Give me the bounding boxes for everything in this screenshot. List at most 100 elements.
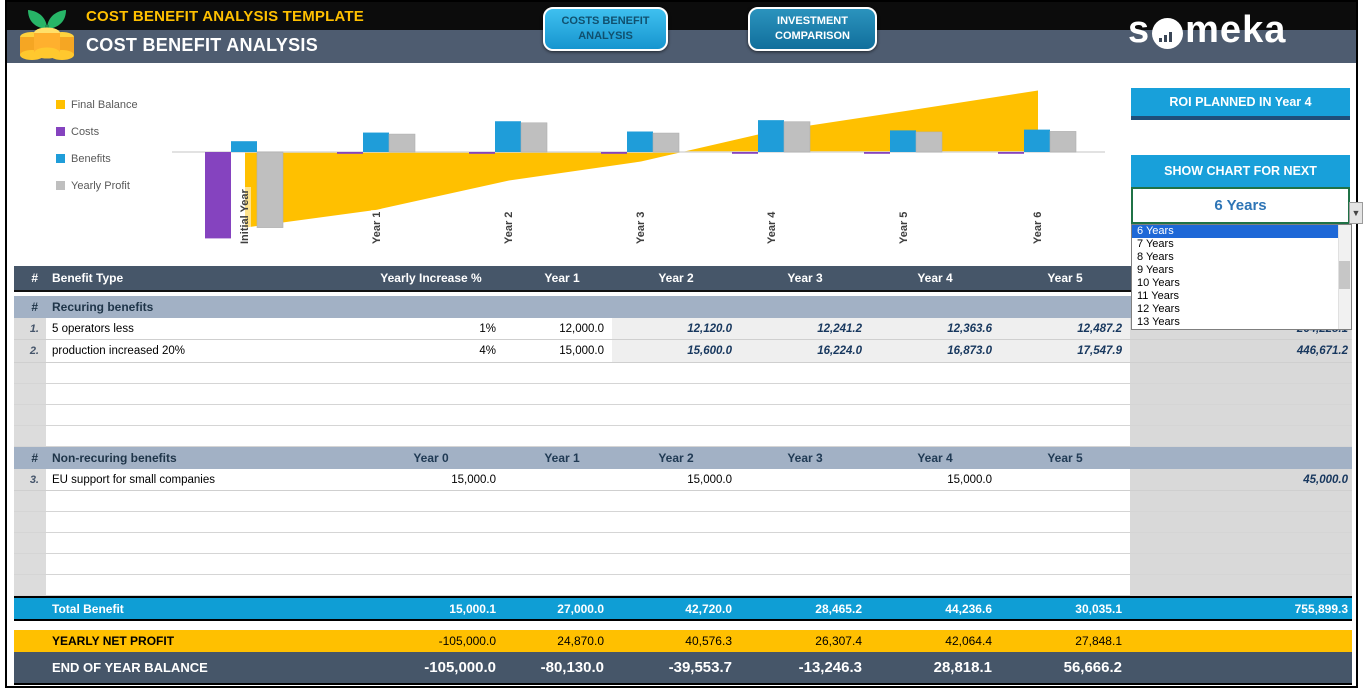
table-cell[interactable]: 5 operators less	[52, 322, 134, 335]
table-cell[interactable]	[46, 512, 350, 532]
table-cell[interactable]	[870, 491, 1000, 511]
dropdown-option[interactable]: 11 Years	[1137, 290, 1180, 302]
table-cell[interactable]	[1000, 554, 1130, 574]
period-select[interactable]: 6 Years	[1131, 187, 1350, 224]
table-cell[interactable]	[512, 469, 612, 490]
table-cell[interactable]	[350, 405, 512, 425]
table-cell[interactable]	[1000, 491, 1130, 511]
table-cell[interactable]	[46, 426, 350, 446]
table-cell[interactable]	[740, 491, 870, 511]
table-cell[interactable]	[46, 384, 350, 404]
dropdown-option[interactable]: 8 Years	[1137, 251, 1174, 263]
table-cell[interactable]	[1000, 533, 1130, 553]
table-cell[interactable]	[870, 533, 1000, 553]
table-cell[interactable]	[350, 426, 512, 446]
table-cell[interactable]	[612, 554, 740, 574]
table-cell[interactable]	[512, 575, 612, 595]
table-cell[interactable]	[512, 533, 612, 553]
table-cell[interactable]	[870, 575, 1000, 595]
table-cell[interactable]: 12,000.0	[559, 322, 604, 335]
table-cell[interactable]	[46, 363, 350, 383]
table-cell[interactable]	[350, 575, 512, 595]
table-cell[interactable]	[46, 533, 350, 553]
dropdown-option[interactable]: 6 Years	[1132, 225, 1339, 238]
table-cell[interactable]: 15,000.0	[947, 473, 992, 486]
table-cell	[14, 598, 46, 619]
table-cell[interactable]	[740, 363, 870, 383]
table-cell[interactable]	[512, 554, 612, 574]
table-cell[interactable]	[740, 554, 870, 574]
table-cell[interactable]	[870, 405, 1000, 425]
table-cell[interactable]: 4%	[479, 345, 496, 357]
table-cell[interactable]	[870, 384, 1000, 404]
table-cell[interactable]	[612, 426, 740, 446]
dropdown-option[interactable]: 12 Years	[1137, 303, 1180, 315]
table-cell[interactable]	[740, 469, 870, 490]
table-cell[interactable]: 1%	[479, 322, 496, 335]
x-axis-label: Year 6	[1032, 209, 1044, 246]
table-cell[interactable]	[46, 405, 350, 425]
table-cell[interactable]	[740, 512, 870, 532]
table-cell[interactable]	[350, 533, 512, 553]
table-cell[interactable]	[740, 405, 870, 425]
table-cell[interactable]	[1000, 405, 1130, 425]
table-cell[interactable]	[46, 491, 350, 511]
table-cell[interactable]	[870, 512, 1000, 532]
dropdown-option[interactable]: 9 Years	[1137, 264, 1174, 276]
table-cell	[870, 296, 1000, 318]
table-cell[interactable]	[740, 575, 870, 595]
table-cell[interactable]	[512, 512, 612, 532]
table-cell[interactable]	[1000, 363, 1130, 383]
table-cell[interactable]	[870, 426, 1000, 446]
table-cell[interactable]	[870, 554, 1000, 574]
table-cell[interactable]	[612, 384, 740, 404]
table-cell[interactable]	[612, 512, 740, 532]
table-cell[interactable]	[512, 491, 612, 511]
dropdown-scrollbar-thumb[interactable]	[1339, 261, 1350, 289]
table-cell[interactable]	[740, 533, 870, 553]
table-cell[interactable]	[1000, 575, 1130, 595]
table-cell[interactable]	[512, 426, 612, 446]
table-cell[interactable]	[1000, 426, 1130, 446]
table-cell: YEARLY NET PROFIT	[52, 634, 175, 648]
table-cell[interactable]	[740, 384, 870, 404]
x-axis-label: Year 4	[766, 209, 778, 246]
table-cell[interactable]	[1000, 512, 1130, 532]
table-cell[interactable]	[740, 426, 870, 446]
table-cell[interactable]	[512, 384, 612, 404]
table-cell[interactable]	[612, 533, 740, 553]
nav-button-investment-comparison[interactable]: INVESTMENT COMPARISON	[748, 7, 877, 51]
dropdown-option[interactable]: 10 Years	[1137, 277, 1180, 289]
table-cell	[14, 426, 46, 446]
table-cell[interactable]	[46, 554, 350, 574]
table-cell[interactable]: 15,000.0	[559, 345, 604, 357]
table-cell[interactable]	[1000, 469, 1130, 490]
table-cell[interactable]: EU support for small companies	[52, 473, 215, 486]
table-cell[interactable]	[870, 363, 1000, 383]
table-cell[interactable]	[46, 575, 350, 595]
table-cell[interactable]	[350, 491, 512, 511]
period-select-arrow-icon[interactable]: ▼	[1349, 202, 1363, 224]
table-cell[interactable]	[612, 363, 740, 383]
table-cell[interactable]: 15,000.0	[451, 473, 496, 486]
dropdown-scrollbar-track[interactable]	[1338, 225, 1351, 329]
table-cell[interactable]: 15,000.0	[687, 473, 732, 486]
table-cell[interactable]	[350, 554, 512, 574]
table-cell[interactable]	[350, 363, 512, 383]
dropdown-option[interactable]: 7 Years	[1137, 238, 1174, 250]
table-cell[interactable]	[350, 384, 512, 404]
table-cell[interactable]: production increased 20%	[52, 345, 185, 357]
table-cell[interactable]	[512, 405, 612, 425]
table-cell[interactable]	[512, 363, 612, 383]
show-chart-button[interactable]: SHOW CHART FOR NEXT	[1131, 155, 1350, 187]
table-cell[interactable]	[350, 512, 512, 532]
nav-button-costs-benefit-analysis[interactable]: COSTS BENEFIT ANALYSIS	[543, 7, 668, 51]
roi-planned-button[interactable]: ROI PLANNED IN Year 4	[1131, 88, 1350, 120]
table-cell: 15,600.0	[612, 340, 740, 362]
table-cell[interactable]	[1000, 384, 1130, 404]
legend-item: Benefits	[56, 153, 138, 165]
table-cell[interactable]	[612, 575, 740, 595]
table-cell[interactable]	[612, 491, 740, 511]
dropdown-option[interactable]: 13 Years	[1137, 316, 1180, 328]
table-cell[interactable]	[612, 405, 740, 425]
